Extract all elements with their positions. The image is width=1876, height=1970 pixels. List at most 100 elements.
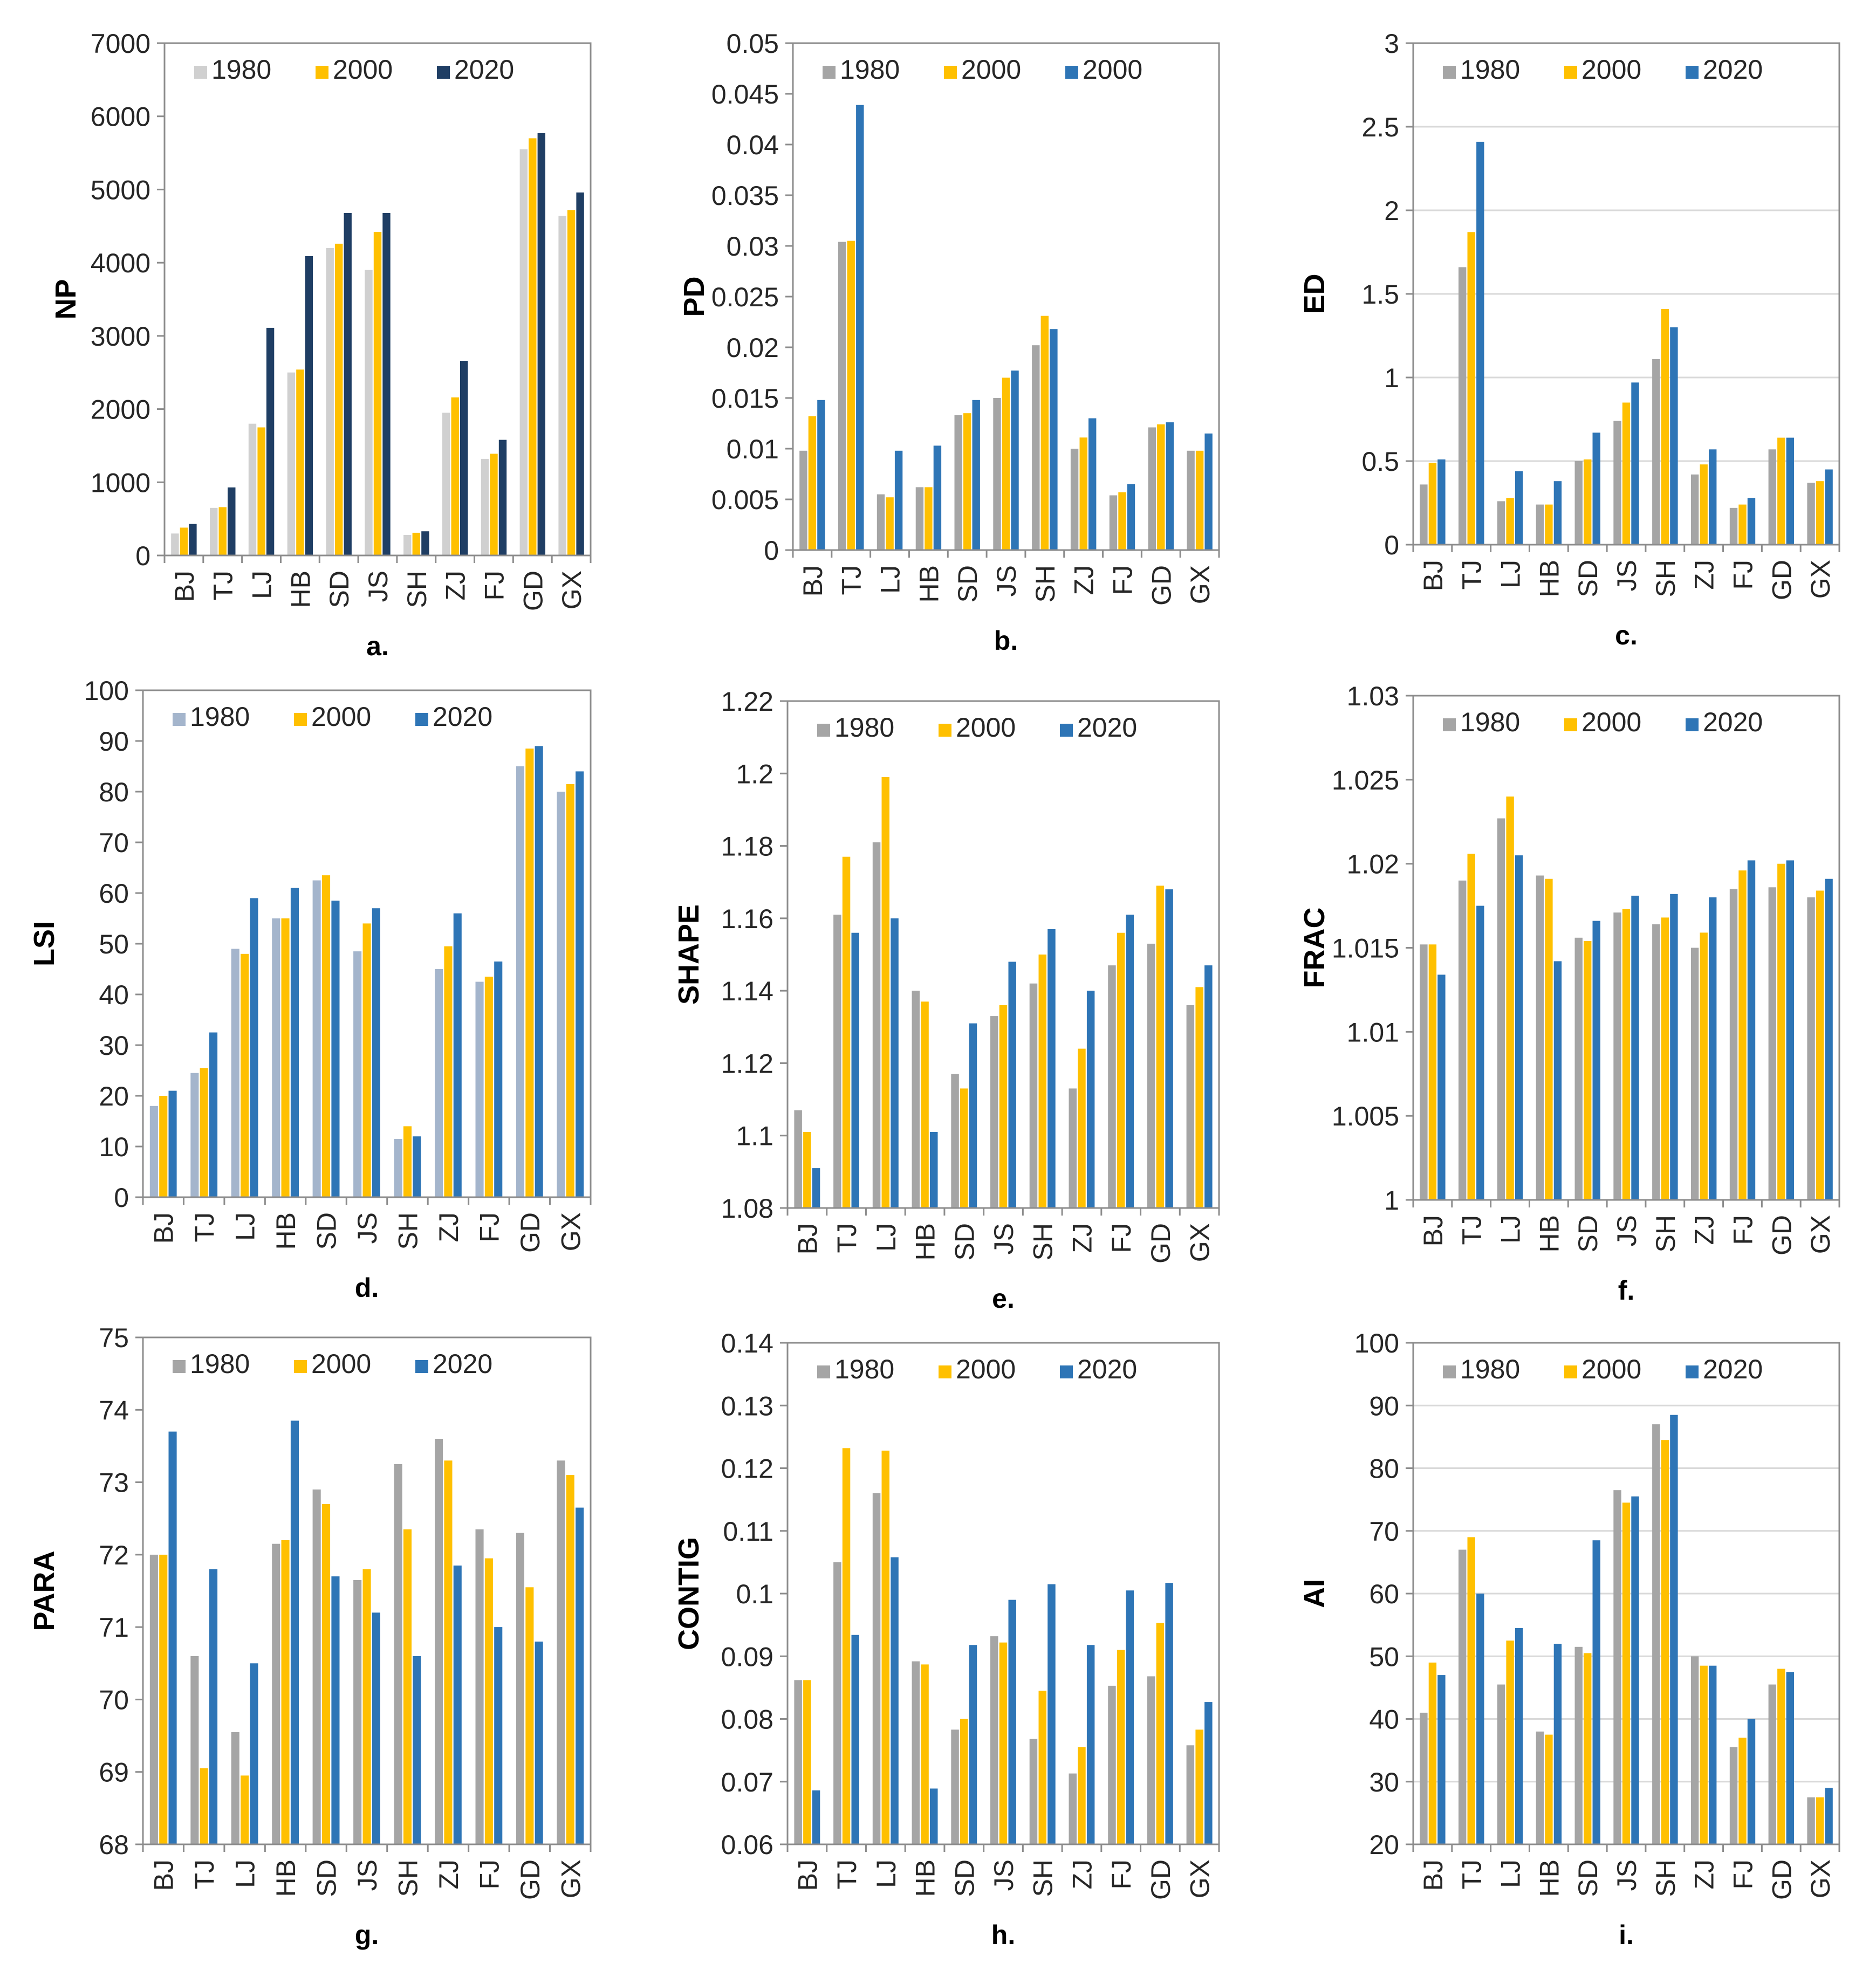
y-tick-label: 10 — [99, 1132, 129, 1162]
legend-swatch — [939, 724, 951, 737]
legend-label: 2000 — [311, 702, 371, 732]
bar-2000-GX — [1195, 450, 1204, 550]
bar-2000-BJ — [1428, 944, 1437, 1200]
bar-1980-JS — [1613, 1490, 1621, 1844]
bar-1980-GD — [516, 1533, 524, 1844]
bar-2000-JS — [1011, 370, 1019, 550]
bar-2000-TJ — [856, 105, 864, 550]
y-tick-label: 1.015 — [1332, 933, 1399, 964]
chart-panel-g: 68 69 70 71 72 73 74 75 BJ TJ LJ HB SD JS SH ZJ FJ GD GX PA… — [28, 1323, 592, 1950]
y-tick-label: 20 — [1369, 1830, 1399, 1860]
x-tick-label: SH — [402, 571, 432, 608]
x-tick-label: JS — [1612, 1215, 1642, 1246]
bar-1980-ZJ — [442, 413, 450, 555]
bar-2000-ZJ — [444, 946, 453, 1197]
x-tick-label: LJ — [871, 1223, 901, 1252]
x-tick-label: BJ — [1418, 560, 1448, 591]
bar-2020-JS — [1631, 382, 1639, 545]
bar-2020-FJ — [498, 440, 507, 555]
y-tick-label: 60 — [1369, 1579, 1399, 1609]
bar-2020-SD — [331, 901, 340, 1197]
bar-2000-HB — [1545, 878, 1553, 1200]
bar-2000-GD — [1777, 437, 1785, 545]
bar-2020-TJ — [228, 487, 236, 555]
x-tick-label: LJ — [230, 1859, 261, 1888]
bar-2000-GD — [1156, 886, 1165, 1208]
x-tick-label: SH — [1651, 560, 1681, 597]
bar-2020-ZJ — [460, 361, 468, 555]
legend-label: 2000 — [956, 712, 1016, 743]
x-tick-label: LJ — [1496, 1215, 1526, 1244]
panel-label: i. — [1619, 1920, 1634, 1950]
bar-2000-HB — [281, 918, 290, 1197]
legend-label: 2000 — [1581, 1354, 1641, 1384]
x-tick-label: TJ — [208, 571, 238, 601]
bar-2020-HB — [290, 1420, 299, 1844]
x-tick-label: JS — [1612, 560, 1642, 591]
bar-1980-GD — [1768, 887, 1776, 1200]
bar-1980-SD — [312, 880, 321, 1197]
bar-1980-LJ — [877, 494, 885, 550]
bar-1980-GX — [1187, 450, 1195, 550]
bar-2000-HB — [925, 487, 933, 550]
bar-2020-SH — [413, 1136, 421, 1197]
x-tick-label: HB — [910, 1223, 941, 1260]
y-tick-label: 1.5 — [1361, 279, 1399, 310]
bar-1980-SD — [951, 1729, 959, 1844]
y-tick-label: 1.18 — [721, 832, 773, 862]
bar-1980-FJ — [1108, 965, 1116, 1208]
legend-swatch — [415, 713, 428, 726]
bar-1980-LJ — [231, 1732, 239, 1844]
y-tick-label: 1.025 — [1332, 765, 1399, 795]
y-tick-label: 1 — [1384, 1185, 1399, 1216]
y-tick-label: 0.5 — [1361, 447, 1399, 477]
bar-1980-TJ — [190, 1073, 199, 1197]
panel-label: a. — [366, 631, 389, 661]
legend-swatch — [294, 1360, 307, 1373]
legend-swatch — [1443, 66, 1456, 79]
x-tick-label: BJ — [792, 1223, 823, 1254]
x-tick-label: FJ — [1107, 565, 1138, 595]
bar-2020-GD — [1786, 437, 1794, 545]
y-tick-label: 30 — [99, 1031, 129, 1061]
panel-label: d. — [355, 1273, 379, 1303]
legend-swatch — [1443, 1365, 1456, 1378]
x-tick-label: SD — [324, 571, 354, 608]
bar-2020-GD — [1165, 889, 1173, 1208]
bar-1980-GX — [557, 792, 565, 1197]
x-tick-label: SH — [1028, 1859, 1058, 1897]
bar-2000-FJ — [490, 454, 498, 555]
bar-2000-GD — [1166, 422, 1174, 550]
y-tick-label: 1.22 — [721, 687, 773, 717]
x-tick-label: ZJ — [441, 571, 471, 601]
y-tick-label: 1.005 — [1332, 1101, 1399, 1131]
bar-2000-FJ — [1738, 870, 1747, 1200]
x-tick-label: SH — [1030, 565, 1060, 602]
x-tick-label: SH — [393, 1212, 423, 1250]
x-tick-label: HB — [910, 1859, 941, 1897]
y-tick-label: 0.03 — [727, 231, 779, 262]
bar-2000-SD — [960, 1088, 968, 1208]
bar-1980-HB — [912, 991, 920, 1208]
bar-1980-GD — [1147, 1676, 1155, 1844]
legend-swatch — [1564, 718, 1577, 731]
x-tick-label: FJ — [1728, 1859, 1758, 1890]
x-tick-label: GD — [1767, 1215, 1797, 1255]
bar-1980-SH — [394, 1138, 402, 1197]
bar-1980-TJ — [190, 1656, 199, 1844]
bar-2000-JS — [1622, 402, 1631, 545]
bar-1980-BJ — [799, 450, 807, 550]
x-tick-label: FJ — [474, 1212, 504, 1243]
x-tick-label: SD — [1573, 1859, 1603, 1897]
y-tick-label: 1.12 — [721, 1048, 773, 1079]
bar-2000-GX — [566, 784, 574, 1197]
bar-2000-LJ — [894, 450, 903, 550]
bar-2020-GD — [537, 133, 545, 555]
y-tick-label: 40 — [99, 980, 129, 1010]
x-tick-label: FJ — [1728, 1215, 1758, 1245]
x-tick-label: TJ — [832, 1223, 862, 1253]
bar-2000-TJ — [847, 241, 855, 551]
bar-2000-SH — [403, 1126, 412, 1197]
y-tick-label: 1.01 — [1347, 1017, 1399, 1047]
panel-label: b. — [994, 626, 1018, 656]
